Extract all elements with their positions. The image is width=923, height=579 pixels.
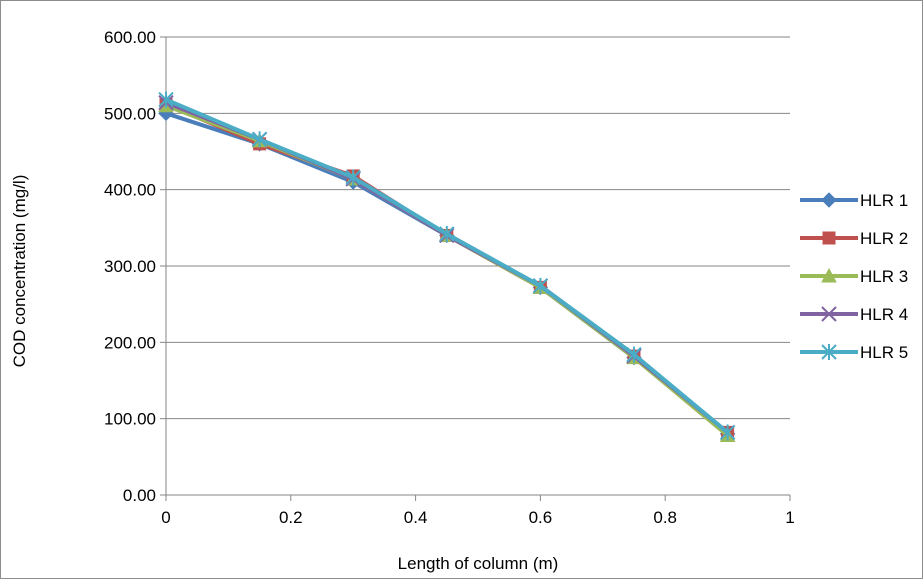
legend-item: HLR 2 bbox=[800, 229, 908, 248]
series-line bbox=[165, 100, 729, 434]
y-tick-label: 600.00 bbox=[104, 28, 156, 47]
y-tick-label: 100.00 bbox=[104, 410, 156, 429]
legend-label: HLR 2 bbox=[860, 229, 908, 248]
x-tick-label: 0.8 bbox=[653, 508, 677, 527]
legend-marker bbox=[821, 192, 837, 208]
x-tick-label: 1 bbox=[785, 508, 794, 527]
gridlines bbox=[166, 36, 790, 420]
legend-label: HLR 3 bbox=[860, 267, 908, 286]
x-axis-title: Length of column (m) bbox=[398, 554, 559, 573]
data-point bbox=[158, 91, 174, 108]
legend: HLR 1 HLR 2 HLR 3 HLR 4 HLR 5 bbox=[800, 191, 908, 362]
data-point bbox=[719, 424, 736, 441]
x-tick-labels: 0 0.2 0.4 0.6 0.8 1 bbox=[161, 508, 794, 527]
legend-item: HLR 1 bbox=[800, 191, 908, 210]
legend-label: HLR 1 bbox=[860, 191, 908, 210]
legend-item: HLR 3 bbox=[800, 267, 908, 286]
legend-marker bbox=[821, 344, 837, 360]
x-tick-label: 0 bbox=[161, 508, 170, 527]
y-tick-labels: 0.00 100.00 200.00 300.00 400.00 500.00 600.00 bbox=[104, 28, 156, 505]
series-line bbox=[165, 103, 729, 437]
series-5 bbox=[158, 91, 736, 441]
series-line bbox=[165, 111, 729, 436]
x-tick-label: 0.6 bbox=[529, 508, 553, 527]
y-tick-label: 500.00 bbox=[104, 104, 156, 123]
legend-marker bbox=[821, 306, 837, 322]
data-point bbox=[345, 169, 361, 186]
legend-marker bbox=[821, 267, 837, 283]
legend-item: HLR 4 bbox=[800, 305, 908, 324]
legend-label: HLR 5 bbox=[860, 343, 908, 362]
y-axis-title: COD concentration (mg/l) bbox=[10, 175, 29, 368]
series-line bbox=[165, 102, 729, 434]
legend-marker bbox=[822, 231, 836, 245]
y-tick-label: 400.00 bbox=[104, 181, 156, 200]
data-point bbox=[251, 131, 268, 148]
y-tick-label: 300.00 bbox=[104, 257, 156, 276]
x-tick-label: 0.2 bbox=[279, 508, 303, 527]
legend-item: HLR 5 bbox=[800, 343, 908, 362]
data-point bbox=[532, 277, 549, 294]
y-tick-label: 0.00 bbox=[123, 486, 156, 505]
series-3 bbox=[158, 97, 736, 442]
series-1 bbox=[158, 105, 736, 442]
axes bbox=[160, 36, 791, 501]
data-point bbox=[439, 225, 455, 242]
y-tick-label: 200.00 bbox=[104, 333, 156, 352]
series-4 bbox=[158, 94, 736, 441]
legend-label: HLR 4 bbox=[860, 305, 908, 324]
x-tick-label: 0.4 bbox=[404, 508, 428, 527]
series-2 bbox=[159, 97, 735, 439]
series-group bbox=[158, 91, 736, 442]
data-point bbox=[626, 346, 642, 363]
